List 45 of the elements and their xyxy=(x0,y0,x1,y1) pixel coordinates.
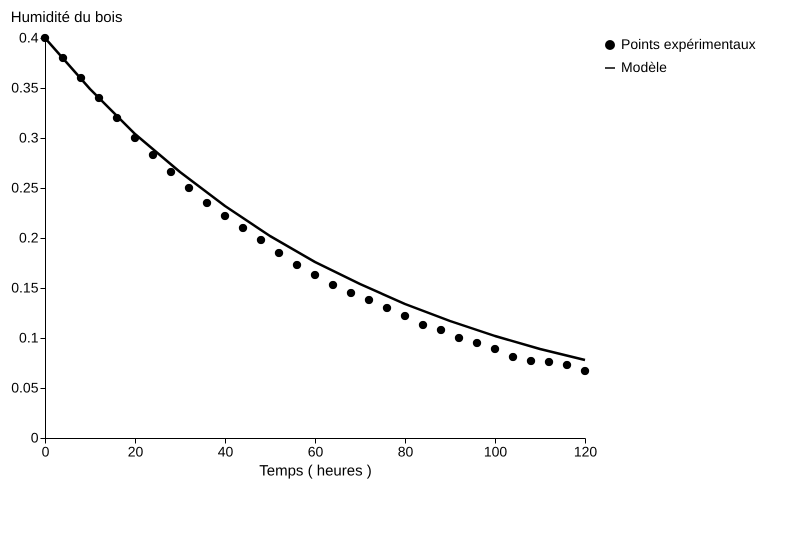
y-tick-label: 0.05 xyxy=(11,380,39,396)
point xyxy=(292,260,302,270)
x-tick-label: 120 xyxy=(574,444,598,460)
point xyxy=(274,248,284,258)
point xyxy=(526,356,536,366)
x-tick-label: 40 xyxy=(218,444,234,460)
y-tick-label: 0.2 xyxy=(19,230,39,246)
point xyxy=(310,270,320,280)
y-tick-label: 0.15 xyxy=(11,280,39,296)
legend-label: Modèle xyxy=(621,59,668,75)
y-tick-label: 0.3 xyxy=(19,130,39,146)
chart-title: Humidité du bois xyxy=(10,9,122,26)
y-tick-label: 0.1 xyxy=(19,330,39,346)
point xyxy=(202,198,212,208)
legend-label: Points expérimentaux xyxy=(621,36,756,52)
y-tick-label: 0.4 xyxy=(19,30,39,46)
point xyxy=(256,236,266,244)
point xyxy=(436,326,446,334)
y-tick-label: 0.25 xyxy=(11,180,39,196)
point xyxy=(508,352,518,362)
point xyxy=(328,280,338,290)
point xyxy=(238,224,248,232)
x-tick-label: 0 xyxy=(42,444,50,460)
x-tick-label: 20 xyxy=(128,444,144,460)
x-tick-label: 100 xyxy=(484,444,508,460)
point xyxy=(418,320,428,330)
y-tick-label: 0.35 xyxy=(11,80,39,96)
point xyxy=(148,150,158,160)
point xyxy=(364,296,374,304)
y-tick-label: 0 xyxy=(30,430,39,446)
x-axis-title: Temps ( heures ) xyxy=(259,462,372,480)
point xyxy=(400,312,410,320)
point xyxy=(454,334,464,342)
point xyxy=(580,366,590,376)
x-tick-label: 80 xyxy=(398,444,414,460)
point xyxy=(184,184,194,192)
point xyxy=(544,358,554,366)
point xyxy=(472,338,482,348)
point xyxy=(382,304,392,312)
point xyxy=(562,360,572,370)
point xyxy=(220,212,230,220)
x-tick-label: 60 xyxy=(308,444,324,460)
point xyxy=(490,344,500,354)
point xyxy=(166,168,176,176)
point xyxy=(346,288,356,298)
